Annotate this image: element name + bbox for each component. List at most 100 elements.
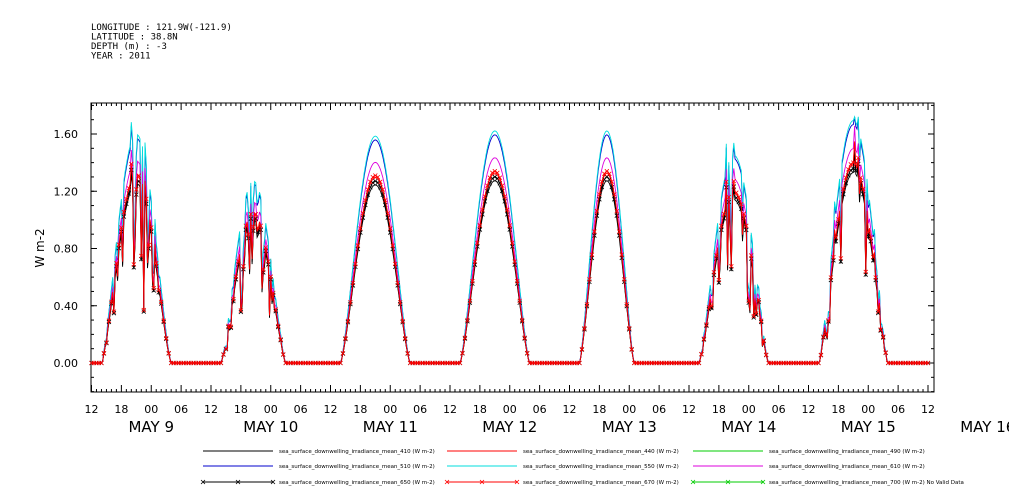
series-marker <box>818 352 824 358</box>
series-marker <box>853 162 859 167</box>
series-marker <box>218 360 224 366</box>
x-tick-label: 06 <box>174 403 188 416</box>
series-marker <box>350 280 356 286</box>
series-line <box>91 115 928 364</box>
series-marker <box>477 227 483 232</box>
series-marker <box>624 302 630 307</box>
series-marker <box>836 216 841 222</box>
legend-marker <box>725 479 731 485</box>
x-tick-label: 18 <box>473 403 487 416</box>
x-tick-label: 00 <box>503 403 517 416</box>
header-info: LONGITUDE : 121.9W(-121.9)LATITUDE : 38.… <box>91 23 232 62</box>
series-marker <box>925 360 931 366</box>
series-marker <box>363 197 368 203</box>
series-marker <box>136 173 142 178</box>
series-marker <box>161 318 166 323</box>
legend-marker <box>760 479 766 485</box>
series-marker <box>858 175 864 180</box>
series-marker <box>729 264 734 269</box>
series-marker <box>863 269 869 275</box>
legend-marker <box>514 479 520 485</box>
series-marker <box>629 346 635 352</box>
x-tick-label: 06 <box>772 403 786 416</box>
series-marker <box>597 191 602 197</box>
plot-series <box>89 115 931 366</box>
series-marker <box>360 210 366 216</box>
series-marker <box>148 225 154 230</box>
series-marker <box>475 240 480 246</box>
series-marker <box>883 350 888 355</box>
legend-marker <box>270 479 276 485</box>
series-marker <box>116 242 122 247</box>
x-tick-label: 00 <box>383 403 397 416</box>
series-marker <box>619 252 625 257</box>
series-marker <box>492 174 498 180</box>
series-marker <box>156 287 162 293</box>
legend-label: sea_surface_downwelling_irradiance_mean_… <box>279 449 435 455</box>
series-marker <box>856 155 861 161</box>
series-marker <box>731 184 737 189</box>
x-tick-label: 00 <box>622 403 636 416</box>
series-marker <box>375 174 381 180</box>
legend-marker <box>444 479 450 485</box>
series-marker <box>509 240 515 246</box>
series-marker <box>816 360 821 366</box>
series-marker <box>263 245 269 250</box>
series-marker <box>495 176 500 181</box>
x-tick-label: 12 <box>802 403 816 416</box>
series-marker <box>365 187 371 192</box>
legend-label: sea_surface_downwelling_irradiance_mean_… <box>769 449 925 455</box>
series-marker <box>111 310 117 316</box>
legend-label: sea_surface_downwelling_irradiance_mean_… <box>769 480 964 486</box>
series-marker <box>758 318 764 323</box>
series-marker <box>843 175 849 180</box>
series-marker <box>577 360 582 366</box>
series-marker <box>99 360 104 366</box>
series-marker <box>233 274 239 279</box>
series-marker <box>141 309 147 314</box>
legend-label: sea_surface_downwelling_irradiance_mean_… <box>279 480 435 486</box>
series-marker <box>828 275 834 280</box>
series-marker <box>370 180 376 185</box>
series-marker <box>487 175 493 180</box>
series-marker <box>594 208 600 214</box>
x-date-label: MAY 14 <box>721 418 776 436</box>
series-marker <box>101 350 107 356</box>
legend-marker <box>690 479 696 485</box>
series-marker <box>405 350 410 356</box>
series-marker <box>748 253 754 258</box>
series-marker <box>462 335 468 341</box>
series-marker <box>848 168 854 173</box>
series-marker <box>706 305 712 310</box>
series-line <box>91 143 928 364</box>
series-marker <box>275 323 281 329</box>
series-marker <box>846 167 851 172</box>
series-marker <box>726 194 732 200</box>
series-marker <box>878 327 883 332</box>
series-marker <box>119 225 124 230</box>
series-marker <box>756 297 761 303</box>
series-marker <box>485 183 490 188</box>
series-marker <box>368 179 373 185</box>
x-date-label: MAY 9 <box>128 418 174 436</box>
series-marker <box>492 168 498 174</box>
series-marker <box>126 185 132 191</box>
header-line: YEAR : 2011 <box>91 52 151 62</box>
series-marker <box>151 285 157 291</box>
series-marker <box>472 259 478 264</box>
series-line <box>91 147 928 364</box>
series-marker <box>104 340 109 345</box>
x-date-label: MAY 10 <box>243 418 298 436</box>
series-marker <box>131 262 137 267</box>
legend-marker <box>235 479 241 485</box>
series-marker <box>699 351 704 357</box>
series-marker <box>731 178 737 184</box>
x-tick-label: 06 <box>533 403 547 416</box>
legend-label: sea_surface_downwelling_irradiance_mean_… <box>279 464 435 470</box>
y-tick-label: 0.00 <box>54 357 79 370</box>
series-marker <box>236 259 241 264</box>
series-marker <box>696 360 702 366</box>
series-line <box>91 125 928 364</box>
series-marker <box>617 229 622 234</box>
x-tick-label: 12 <box>204 403 218 416</box>
